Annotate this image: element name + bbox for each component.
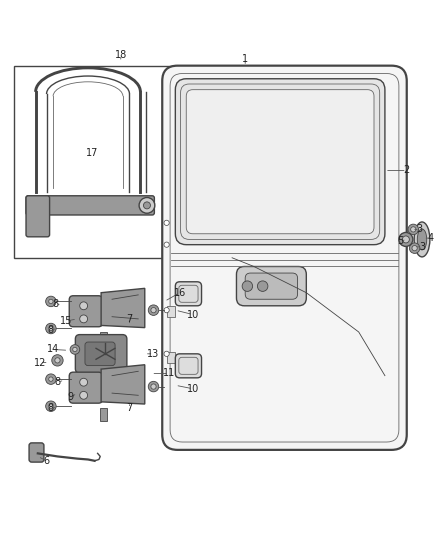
Circle shape — [151, 308, 156, 313]
Circle shape — [412, 246, 417, 251]
Text: 14: 14 — [47, 344, 59, 354]
Bar — [100, 332, 107, 345]
Circle shape — [410, 243, 420, 253]
Circle shape — [148, 381, 159, 392]
FancyBboxPatch shape — [85, 342, 115, 366]
Circle shape — [408, 224, 419, 235]
Bar — [14, 66, 201, 258]
Text: 3: 3 — [417, 224, 423, 235]
Circle shape — [164, 220, 169, 225]
Text: 8: 8 — [52, 298, 58, 309]
FancyBboxPatch shape — [29, 443, 44, 462]
Circle shape — [148, 305, 159, 316]
FancyBboxPatch shape — [69, 296, 102, 327]
Text: 10: 10 — [187, 384, 199, 394]
Circle shape — [139, 198, 155, 213]
FancyBboxPatch shape — [26, 196, 49, 237]
Circle shape — [49, 377, 53, 381]
FancyBboxPatch shape — [175, 79, 385, 245]
Text: 7: 7 — [127, 314, 133, 324]
Text: 13: 13 — [147, 349, 159, 359]
Circle shape — [46, 296, 56, 306]
Circle shape — [242, 281, 253, 292]
Text: 9: 9 — [67, 392, 74, 402]
Circle shape — [151, 384, 156, 389]
Bar — [100, 408, 107, 422]
Bar — [167, 306, 175, 317]
Text: 10: 10 — [187, 310, 199, 319]
Text: 7: 7 — [127, 403, 133, 414]
Circle shape — [164, 242, 169, 247]
Circle shape — [70, 345, 80, 354]
Circle shape — [403, 236, 410, 243]
Circle shape — [80, 315, 88, 323]
FancyBboxPatch shape — [175, 354, 201, 378]
Polygon shape — [101, 365, 145, 404]
FancyBboxPatch shape — [245, 273, 297, 299]
Text: 8: 8 — [48, 325, 54, 335]
FancyBboxPatch shape — [26, 196, 154, 215]
Text: 4: 4 — [427, 233, 434, 243]
Circle shape — [164, 308, 169, 313]
Circle shape — [144, 202, 150, 209]
FancyBboxPatch shape — [186, 90, 374, 234]
Text: 5: 5 — [397, 236, 403, 246]
Text: 17: 17 — [86, 148, 99, 158]
FancyBboxPatch shape — [69, 372, 102, 403]
Circle shape — [52, 354, 63, 366]
Circle shape — [46, 323, 56, 334]
Circle shape — [80, 302, 88, 310]
FancyBboxPatch shape — [237, 266, 306, 306]
Text: 18: 18 — [115, 50, 127, 60]
Text: 1: 1 — [242, 54, 248, 64]
Text: 15: 15 — [60, 316, 72, 326]
Circle shape — [46, 401, 56, 411]
Text: 16: 16 — [173, 288, 186, 298]
Circle shape — [49, 299, 53, 304]
Circle shape — [80, 378, 88, 386]
Circle shape — [49, 404, 53, 408]
FancyBboxPatch shape — [162, 66, 407, 450]
Ellipse shape — [417, 229, 427, 250]
Circle shape — [164, 351, 169, 357]
Circle shape — [80, 391, 88, 399]
Circle shape — [49, 326, 53, 330]
Text: 12: 12 — [34, 358, 46, 368]
Circle shape — [46, 374, 56, 384]
Text: 8: 8 — [54, 377, 60, 387]
Circle shape — [399, 232, 413, 246]
Text: 11: 11 — [162, 368, 175, 378]
FancyBboxPatch shape — [175, 282, 201, 306]
Polygon shape — [101, 288, 145, 328]
Text: 8: 8 — [48, 403, 54, 414]
Text: 2: 2 — [404, 165, 410, 175]
Circle shape — [411, 227, 416, 232]
Circle shape — [55, 358, 60, 363]
Circle shape — [258, 281, 268, 292]
Text: 6: 6 — [43, 456, 49, 466]
Text: 3: 3 — [419, 242, 425, 252]
Bar — [167, 352, 175, 362]
Ellipse shape — [414, 222, 430, 257]
Circle shape — [73, 348, 77, 352]
FancyBboxPatch shape — [75, 335, 127, 373]
